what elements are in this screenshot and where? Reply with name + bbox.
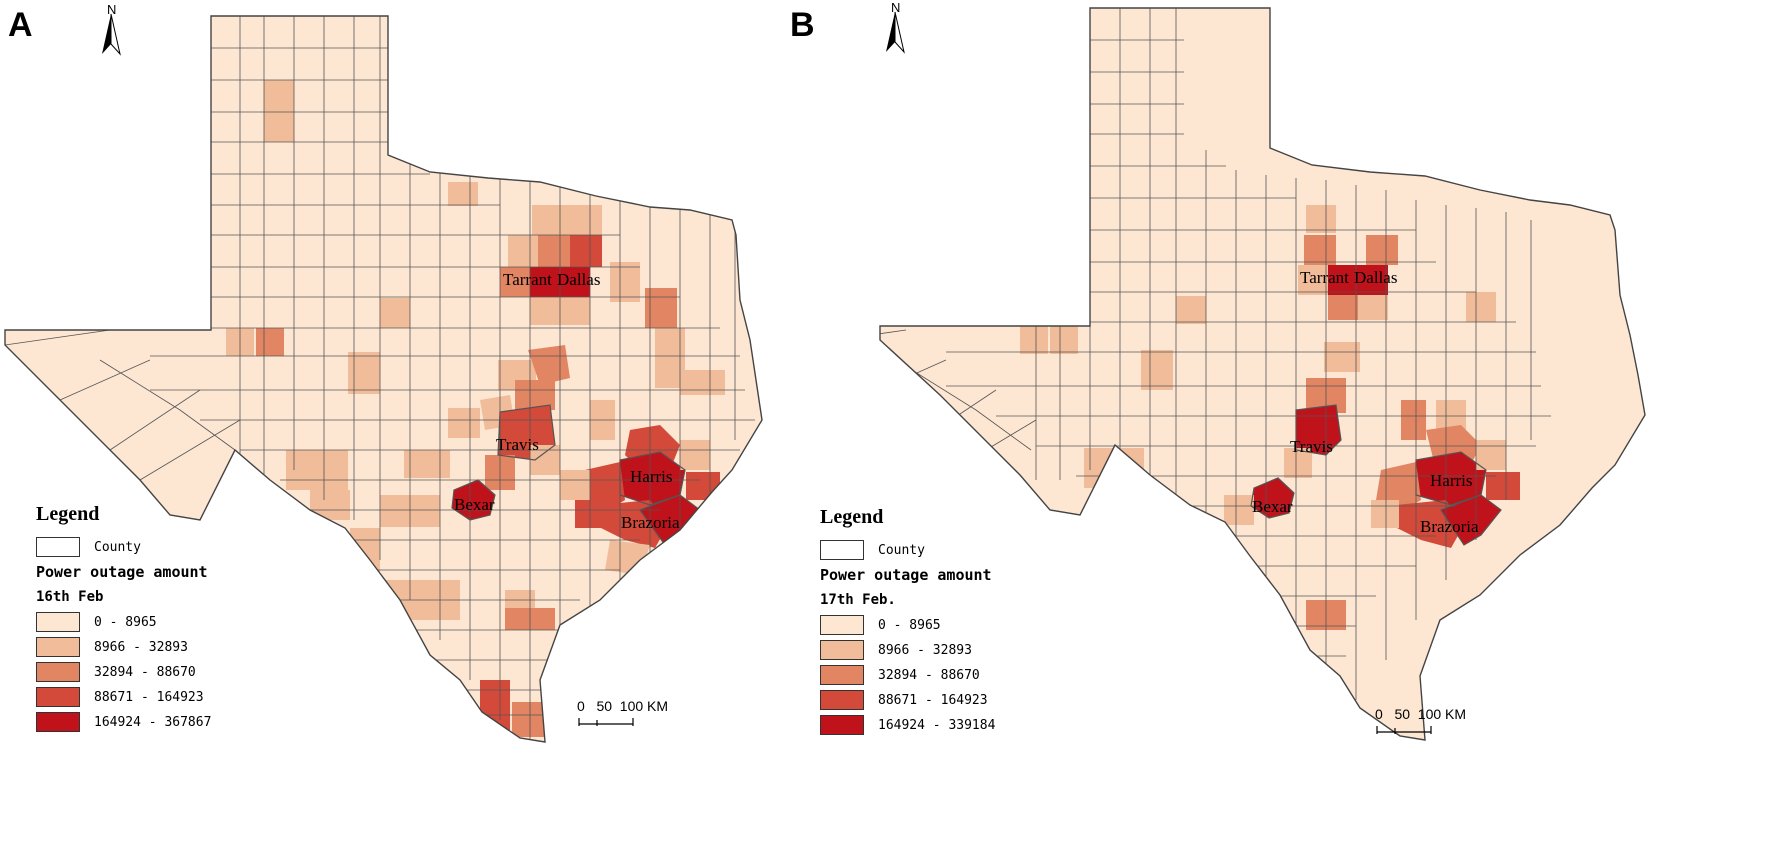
legend-swatch — [820, 690, 864, 710]
county-label-travis: Travis — [496, 435, 539, 454]
legend-county-row: County — [36, 537, 141, 557]
legend-class-label: 0 - 8965 — [878, 617, 941, 633]
legend-swatch — [36, 612, 80, 632]
legend-class-label: 8966 - 32893 — [878, 642, 972, 658]
legend-heading: Power outage amount — [36, 563, 208, 581]
legend-class-3: 32894 - 88670 — [36, 662, 196, 682]
legend-county-label: County — [878, 542, 925, 558]
north-arrow-icon: N — [884, 0, 906, 61]
legend-title: Legend — [36, 503, 100, 525]
map-panel-a: A N — [4, 2, 763, 743]
county-label-tarrant: Tarrant — [1300, 268, 1349, 287]
scale-bar-line-icon — [1376, 726, 1432, 734]
legend-class-label: 88671 - 164923 — [878, 692, 988, 708]
legend-date: 16th Feb — [36, 589, 104, 605]
county-label-brazoria: Brazoria — [1420, 517, 1479, 536]
panel-letter: B — [790, 6, 815, 44]
north-arrow-icon: N — [100, 2, 122, 63]
legend-class-label: 164924 - 367867 — [94, 714, 212, 730]
legend-class-2: 8966 - 32893 — [36, 637, 188, 657]
legend-swatch — [36, 712, 80, 732]
panel-letter: A — [8, 6, 33, 44]
scale-bar: 0 50 100 KM — [1375, 706, 1466, 736]
legend-date: 17th Feb. — [820, 592, 896, 608]
legend-class-label: 164924 - 339184 — [878, 717, 996, 733]
legend-swatch — [820, 640, 864, 660]
legend-class-label: 32894 - 88670 — [878, 667, 980, 683]
north-label: N — [891, 0, 901, 15]
legend-class-4: 88671 - 164923 — [820, 690, 988, 710]
legend-class-label: 88671 - 164923 — [94, 689, 204, 705]
texas-county-map: Tarrant Dallas Travis Harris Bexar Brazo… — [4, 15, 763, 743]
legend-class-label: 0 - 8965 — [94, 614, 157, 630]
scale-bar-ticks: 0 50 100 KM — [577, 698, 669, 714]
county-label-harris: Harris — [630, 467, 672, 486]
county-label-dallas: Dallas — [557, 270, 600, 289]
map-legend: Legend County Power outage amount 17th F… — [820, 506, 1080, 746]
county-label-harris: Harris — [1430, 471, 1472, 490]
map-panel-b: B N — [790, 0, 1772, 850]
county-label-brazoria: Brazoria — [621, 513, 680, 532]
county-label-tarrant: Tarrant — [503, 270, 552, 289]
scale-bar-ticks: 0 50 100 KM — [1375, 706, 1467, 722]
legend-class-2: 8966 - 32893 — [820, 640, 972, 660]
north-label: N — [107, 2, 117, 17]
legend-class-3: 32894 - 88670 — [820, 665, 980, 685]
scale-bar: 0 50 100 KM — [577, 698, 668, 728]
county-label-dallas: Dallas — [1354, 268, 1397, 287]
legend-class-label: 32894 - 88670 — [94, 664, 196, 680]
legend-class-1: 0 - 8965 — [36, 612, 157, 632]
legend-class-1: 0 - 8965 — [820, 615, 941, 635]
legend-class-label: 8966 - 32893 — [94, 639, 188, 655]
legend-county-row: County — [820, 540, 925, 560]
legend-swatch — [820, 715, 864, 735]
texas-county-map: Tarrant Dallas Travis Harris Bexar Brazo… — [879, 7, 1646, 741]
legend-swatch — [36, 662, 80, 682]
legend-swatch — [36, 687, 80, 707]
map-legend: Legend County Power outage amount 16th F… — [36, 503, 296, 743]
legend-class-5: 164924 - 367867 — [36, 712, 211, 732]
county-swatch — [820, 540, 864, 560]
legend-heading: Power outage amount — [820, 566, 992, 584]
legend-swatch — [820, 665, 864, 685]
legend-swatch — [36, 637, 80, 657]
county-swatch — [36, 537, 80, 557]
scale-bar-line-icon — [578, 718, 634, 726]
legend-swatch — [820, 615, 864, 635]
county-label-travis: Travis — [1290, 437, 1333, 456]
legend-class-5: 164924 - 339184 — [820, 715, 995, 735]
legend-class-4: 88671 - 164923 — [36, 687, 204, 707]
legend-county-label: County — [94, 539, 141, 555]
county-label-bexar: Bexar — [1252, 497, 1293, 516]
county-label-bexar: Bexar — [454, 495, 495, 514]
legend-title: Legend — [820, 506, 884, 528]
